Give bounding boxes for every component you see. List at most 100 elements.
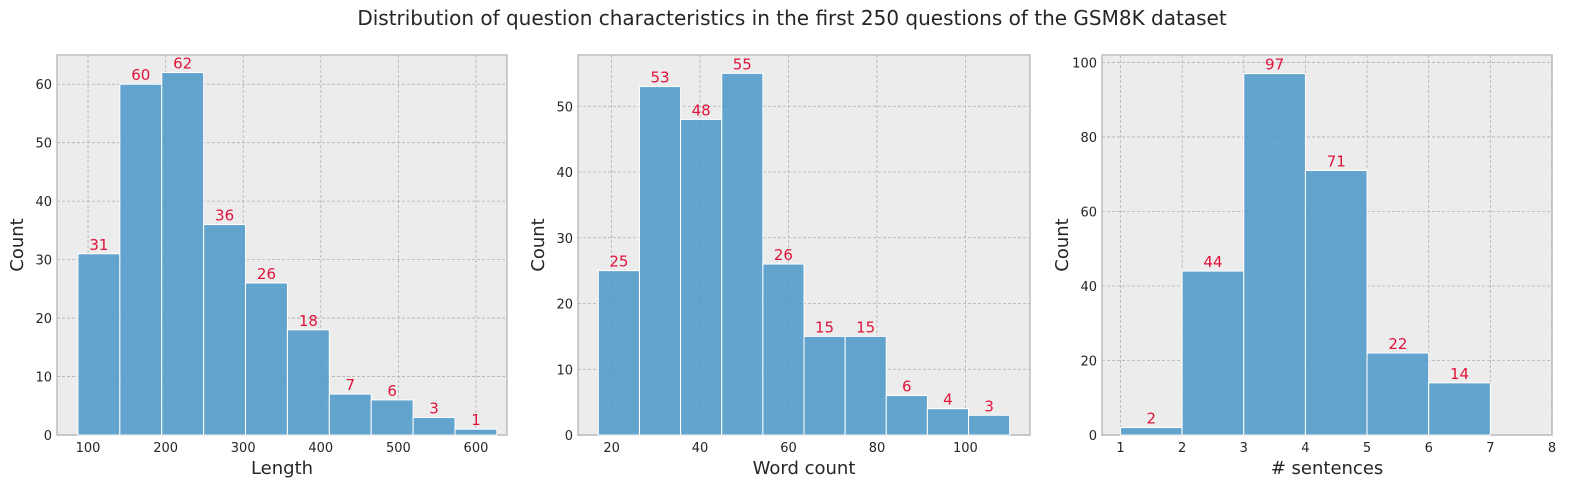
y-tick-label: 0 xyxy=(1089,429,1097,444)
x-tick-label: 300 xyxy=(231,441,256,456)
histogram-bar xyxy=(245,282,288,436)
x-axis-label: Word count xyxy=(753,458,856,479)
histogram-bar xyxy=(328,393,372,436)
histogram-bar xyxy=(286,329,330,436)
bar-value-label: 44 xyxy=(1203,253,1222,271)
histogram-bar xyxy=(762,263,805,436)
histogram-bar xyxy=(968,414,1011,436)
x-tick-label: 7 xyxy=(1486,441,1494,456)
histogram-bar xyxy=(412,416,456,436)
y-axis-label: Count xyxy=(528,218,549,271)
y-tick-label: 20 xyxy=(1080,354,1097,369)
x-tick-label: 100 xyxy=(953,441,978,456)
bar-value-label: 31 xyxy=(89,236,108,254)
y-tick-label: 0 xyxy=(44,429,52,444)
y-tick-label: 20 xyxy=(556,298,573,313)
bar-value-label: 7 xyxy=(346,376,356,394)
y-tick-label: 0 xyxy=(565,429,573,444)
y-tick-label: 10 xyxy=(556,363,573,378)
bar-value-label: 3 xyxy=(429,399,439,417)
x-axis-label: Length xyxy=(251,458,313,479)
x-axis-label: # sentences xyxy=(1271,458,1384,479)
histogram-bar xyxy=(1428,382,1491,436)
histogram-bar xyxy=(203,224,247,436)
bar-value-label: 22 xyxy=(1388,335,1407,353)
y-tick-label: 40 xyxy=(1080,280,1097,295)
y-tick-label: 80 xyxy=(1080,131,1097,146)
x-tick-label: 400 xyxy=(308,441,333,456)
bar-value-label: 62 xyxy=(173,55,192,73)
bar-value-label: 53 xyxy=(650,69,669,87)
y-tick-label: 10 xyxy=(35,371,52,386)
histogram-bar xyxy=(597,270,640,436)
bar-value-label: 48 xyxy=(692,101,711,119)
histogram-bar xyxy=(1181,270,1245,436)
bar-value-label: 71 xyxy=(1327,152,1346,170)
bar-value-label: 4 xyxy=(943,391,953,409)
x-tick-label: 200 xyxy=(153,441,178,456)
x-tick-label: 60 xyxy=(780,441,797,456)
y-tick-label: 40 xyxy=(35,195,52,210)
bar-value-label: 60 xyxy=(131,66,150,84)
histogram-bar xyxy=(370,399,414,436)
histogram-bar xyxy=(161,72,205,436)
bar-value-label: 6 xyxy=(902,378,912,396)
bar-value-label: 26 xyxy=(774,246,793,264)
histogram-bar xyxy=(1243,73,1306,436)
histogram-bar xyxy=(1304,169,1368,436)
bar-value-label: 3 xyxy=(984,397,994,415)
bar-value-label: 26 xyxy=(257,265,276,283)
y-tick-label: 20 xyxy=(35,312,52,327)
x-tick-label: 6 xyxy=(1425,441,1433,456)
word-count-histogram: 25 53 48 55 26 15 15 6 4 3 20 40 60 80 100 0 10 20 30 40 50 W… xyxy=(528,54,1031,479)
x-tick-label: 1 xyxy=(1116,441,1124,456)
bar-value-label: 1 xyxy=(471,411,481,429)
bar-value-label: 15 xyxy=(856,318,875,336)
bar-value-label: 18 xyxy=(299,312,318,330)
y-tick-label: 60 xyxy=(1080,205,1097,220)
histogram-bar xyxy=(721,72,764,436)
histogram-bar xyxy=(803,335,846,436)
histogram-bar xyxy=(680,118,723,436)
y-axis-label: Count xyxy=(1052,218,1073,271)
histogram-bar xyxy=(1119,427,1183,436)
x-tick-label: 8 xyxy=(1548,441,1556,456)
y-axis-label: Count xyxy=(7,218,28,271)
x-tick-label: 500 xyxy=(386,441,411,456)
bar-value-label: 36 xyxy=(215,207,234,225)
histogram-bar xyxy=(844,335,887,436)
y-tick-label: 50 xyxy=(35,137,52,152)
y-tick-label: 30 xyxy=(556,232,573,247)
figure-title: Distribution of question characteristics… xyxy=(357,6,1227,30)
x-tick-label: 20 xyxy=(603,441,620,456)
x-tick-label: 80 xyxy=(869,441,886,456)
bar-value-label: 55 xyxy=(733,55,752,73)
bar-value-label: 15 xyxy=(815,318,834,336)
histogram-bar xyxy=(926,408,970,436)
bar-value-label: 25 xyxy=(609,253,628,271)
y-tick-label: 60 xyxy=(35,78,52,93)
y-tick-label: 100 xyxy=(1072,56,1097,71)
x-tick-label: 5 xyxy=(1363,441,1371,456)
bar-value-label: 6 xyxy=(387,382,397,400)
y-tick-label: 30 xyxy=(35,254,52,269)
histogram-bar xyxy=(77,253,121,436)
x-tick-label: 2 xyxy=(1178,441,1186,456)
x-tick-label: 600 xyxy=(464,441,489,456)
histogram-bar xyxy=(885,395,928,436)
bar-value-label: 97 xyxy=(1265,56,1284,74)
x-tick-label: 3 xyxy=(1240,441,1248,456)
histogram-bar xyxy=(1366,352,1430,436)
x-tick-label: 100 xyxy=(76,441,101,456)
histogram-bar xyxy=(119,83,163,436)
y-tick-label: 40 xyxy=(556,166,573,181)
bar-value-label: 2 xyxy=(1147,410,1157,428)
x-tick-label: 4 xyxy=(1301,441,1309,456)
y-tick-label: 50 xyxy=(556,100,573,115)
x-tick-label: 40 xyxy=(692,441,709,456)
histogram-bar xyxy=(454,428,498,436)
bar-value-label: 14 xyxy=(1450,365,1469,383)
